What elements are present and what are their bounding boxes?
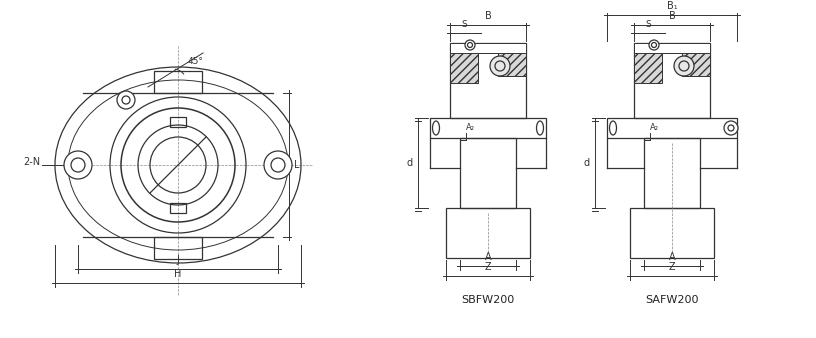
Bar [607,118,737,138]
Text: SAFW200: SAFW200 [645,295,698,305]
Circle shape [64,151,92,179]
Text: J: J [176,255,180,265]
Text: Z: Z [485,262,491,272]
Bar [634,43,662,83]
Bar [170,203,186,213]
Circle shape [674,56,694,76]
Text: d: d [407,158,413,168]
Bar [154,237,202,259]
Bar [430,118,546,138]
Text: B₁: B₁ [667,1,677,11]
Circle shape [264,151,292,179]
Text: A₂: A₂ [466,123,475,132]
Ellipse shape [610,121,617,135]
Bar [450,43,526,53]
Text: S: S [645,20,651,29]
Bar [154,71,202,93]
Ellipse shape [536,121,543,135]
Bar [446,208,530,258]
Bar [460,138,516,208]
Text: A: A [668,252,676,262]
Text: A₂: A₂ [650,123,659,132]
Text: S: S [461,20,467,29]
Bar [634,43,710,118]
Text: B: B [668,11,676,21]
Circle shape [490,56,510,76]
Text: H: H [175,269,182,279]
Bar [450,43,526,118]
Ellipse shape [432,121,440,135]
Text: 2-N: 2-N [23,157,40,167]
Text: 45°: 45° [188,56,204,66]
Bar [682,43,710,76]
Text: L: L [294,160,299,170]
Text: SBFW200: SBFW200 [461,295,515,305]
Text: A: A [485,252,491,262]
Text: Z: Z [668,262,676,272]
Bar [170,117,186,127]
Bar [644,138,700,208]
Bar [634,43,710,53]
Bar [630,208,714,258]
Circle shape [649,40,659,50]
Text: d: d [584,158,590,168]
Circle shape [724,121,738,135]
Bar [498,43,526,76]
Circle shape [117,91,135,109]
Circle shape [465,40,475,50]
Bar [450,43,478,83]
Text: B: B [485,11,491,21]
